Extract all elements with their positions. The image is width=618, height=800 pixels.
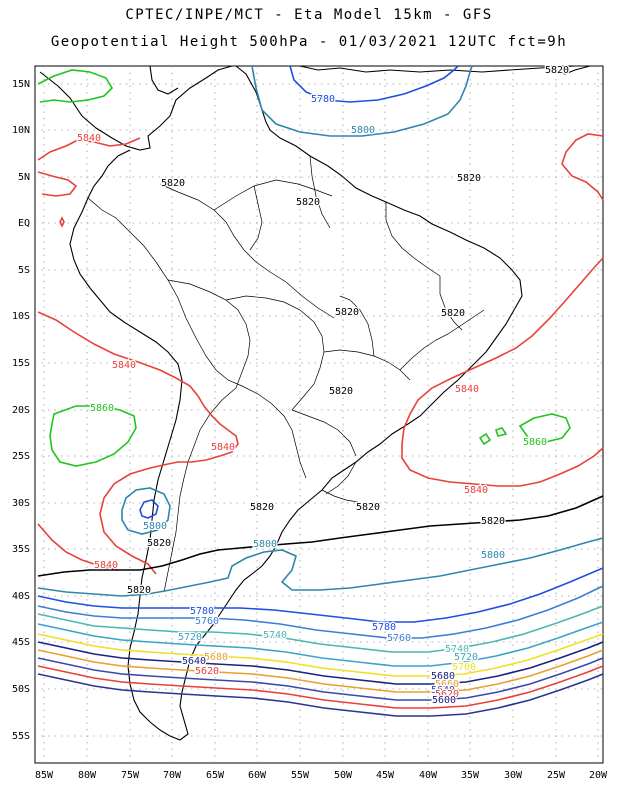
lon-label: 50W	[334, 770, 353, 781]
lon-label: 35W	[461, 770, 480, 781]
contour-label: 5840	[77, 133, 101, 144]
lat-label: 55S	[12, 731, 30, 742]
lon-label: 75W	[121, 770, 140, 781]
contour-label: 5820	[296, 197, 320, 208]
contour-label: 5660	[435, 679, 459, 690]
lat-label: 15S	[12, 358, 30, 369]
contour-5720	[37, 621, 604, 667]
contour-label: 5840	[455, 384, 479, 395]
contour-label: 5760	[387, 633, 411, 644]
contour-5780	[37, 65, 604, 623]
country-borders	[87, 155, 485, 593]
contour-label: 5780	[190, 606, 214, 617]
contour-5840	[37, 133, 604, 575]
contour-label: 5820	[356, 502, 380, 513]
contour-label: 5740	[445, 644, 469, 655]
contour-label: 5840	[112, 360, 136, 371]
contour-5640	[37, 657, 604, 701]
contour-label: 5680	[204, 652, 228, 663]
contour-label: 5820	[545, 65, 569, 76]
lon-label: 85W	[35, 770, 54, 781]
lon-label: 60W	[248, 770, 267, 781]
contour-label: 5820	[441, 308, 465, 319]
lat-label: 10N	[12, 125, 30, 136]
lat-label: 25S	[12, 451, 30, 462]
contour-label: 5780	[372, 622, 396, 633]
contour-label: 5840	[464, 485, 488, 496]
contour-label: 5600	[432, 695, 456, 706]
contour-label: 5620	[435, 689, 459, 700]
lon-label: 70W	[163, 770, 182, 781]
lon-label: 20W	[589, 770, 608, 781]
contour-label: 5820	[147, 538, 171, 549]
lon-label: 45W	[376, 770, 395, 781]
contour-label: 5820	[161, 178, 185, 189]
lon-label: 30W	[504, 770, 523, 781]
contour-5620	[37, 665, 604, 709]
contour-label: 5820	[127, 585, 151, 596]
lat-label: 30S	[12, 498, 30, 509]
lon-label: 25W	[547, 770, 566, 781]
contour-5700	[37, 633, 604, 677]
contour-label: 5800	[253, 539, 277, 550]
contour-label: 5700	[452, 662, 476, 673]
contour-labels: 5820 5780 5800 5840 5820 5820 5820 5820 …	[76, 64, 571, 708]
contour-label: 5820	[335, 307, 359, 318]
contour-label: 5800	[481, 550, 505, 561]
lat-label: 15N	[12, 79, 30, 90]
contour-label: 5820	[457, 173, 481, 184]
contour-label: 5720	[178, 632, 202, 643]
contour-label: 5720	[454, 652, 478, 663]
map-title-line2: Geopotential Height 500hPa - 01/03/2021 …	[50, 34, 568, 50]
contour-label: 5780	[311, 94, 335, 105]
lon-label: 55W	[291, 770, 310, 781]
contour-5660	[37, 649, 604, 693]
lat-label: 35S	[12, 544, 30, 555]
contour-label: 5800	[351, 125, 375, 136]
contour-label: 5640	[431, 685, 455, 696]
contour-label: 5680	[431, 671, 455, 682]
lat-label: EQ	[18, 218, 30, 229]
contour-label: 5860	[90, 403, 114, 414]
contour-5600	[37, 673, 604, 717]
latitude-labels: 15N 10N 5N EQ 5S 10S 15S 20S 25S 30S 35S…	[12, 79, 30, 742]
lat-label: 45S	[12, 637, 30, 648]
contour-label: 5740	[263, 630, 287, 641]
contour-label: 5820	[250, 502, 274, 513]
contour-label: 5820	[329, 386, 353, 397]
lon-label: 80W	[78, 770, 97, 781]
contour-5860	[37, 69, 571, 467]
lat-label: 20S	[12, 405, 30, 416]
contour-5820	[37, 495, 604, 577]
contour-label: 5620	[195, 666, 219, 677]
contour-label: 5860	[523, 437, 547, 448]
contour-label: 5800	[143, 521, 167, 532]
contour-label: 5640	[182, 656, 206, 667]
lon-label: 40W	[419, 770, 438, 781]
lat-label: 40S	[12, 591, 30, 602]
contour-5760	[37, 585, 604, 639]
contour-label: 5840	[211, 442, 235, 453]
lat-label: 5S	[18, 265, 30, 276]
contour-label: 5820	[481, 516, 505, 527]
lat-label: 10S	[12, 311, 30, 322]
lat-label: 5N	[18, 172, 30, 183]
lat-label: 50S	[12, 684, 30, 695]
contour-5800	[37, 65, 604, 597]
contour-5680	[37, 641, 604, 685]
contour-5740	[37, 605, 604, 653]
contour-label: 5840	[94, 560, 118, 571]
lon-label: 65W	[206, 770, 225, 781]
contour-label: 5760	[195, 616, 219, 627]
map-title-line1: CPTEC/INPE/MCT - Eta Model 15km - GFS	[125, 7, 493, 23]
longitude-labels: 85W 80W 75W 70W 65W 60W 55W 50W 45W 40W …	[35, 770, 608, 781]
